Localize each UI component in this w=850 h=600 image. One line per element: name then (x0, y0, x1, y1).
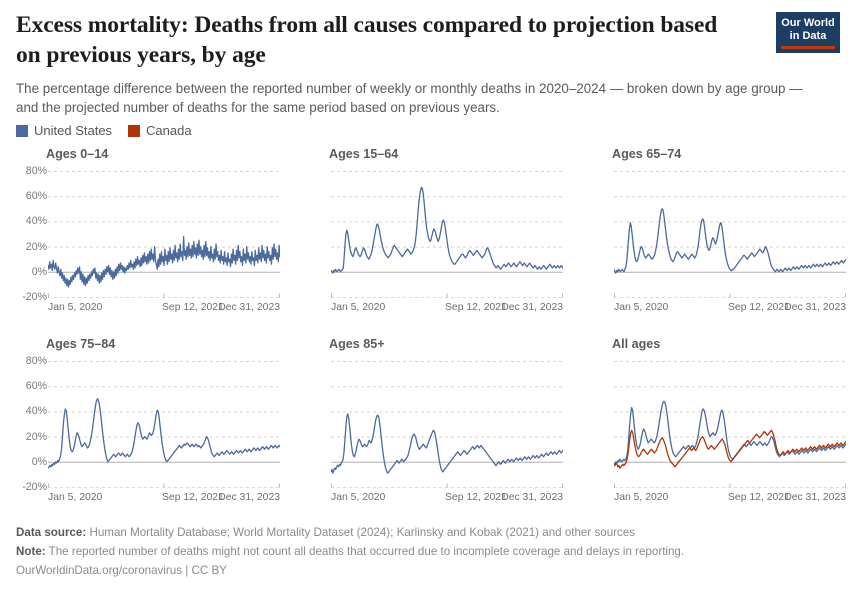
line-chart-svg (614, 171, 846, 298)
line-chart-svg (48, 361, 280, 488)
line-chart-svg (614, 361, 846, 488)
panel-row: Ages 75–84 -20% 0% 20% 40% 60% 80% Jan 5, 2020 S… (0, 337, 850, 527)
y-axis-tick-label: 20% (25, 240, 47, 253)
panel-title: Ages 0–14 (46, 147, 109, 161)
legend-label: United States (34, 123, 113, 138)
panel-title: Ages 75–84 (46, 337, 116, 351)
panel-title: All ages (612, 337, 661, 351)
x-axis-tick-label: Dec 31, 2023 (784, 492, 846, 503)
page-title: Excess mortality: Deaths from all causes… (16, 12, 718, 69)
x-axis-tick-label: Dec 31, 2023 (501, 302, 563, 313)
plot-area: -20% 0% 20% 40% 60% 80% Jan 5, 2020 Sep 12, 202… (0, 355, 283, 527)
x-axis-tick-label: Sep 12, 2021 (728, 302, 790, 313)
plot-area: Jan 5, 2020 Sep 12, 2021 Dec 31, 2023 (283, 171, 566, 337)
footer-attribution: OurWorldinData.org/coronavirus | CC BY (16, 562, 836, 581)
panel-all-ages: All ages Jan 5, 2020 Sep 12, 2021 Dec 31, 2… (566, 337, 849, 527)
plot-area: Jan 5, 2020 Sep 12, 2021 Dec 31, 2023 (566, 171, 849, 337)
x-axis-tick-label: Jan 5, 2020 (48, 492, 103, 503)
y-axis-tick-label: 60% (25, 380, 47, 393)
x-axis-tick-label: Dec 31, 2023 (501, 492, 563, 503)
panel-ages-85: Ages 85+ Jan 5, 2020 Sep 12, 2021 Dec 31, 2… (283, 337, 566, 527)
panel-ages-65-74: Ages 65–74 Jan 5, 2020 Sep 12, 2021 Dec 31,… (566, 147, 849, 337)
series-line-united-states (614, 400, 846, 465)
series-line-united-states (331, 186, 563, 274)
x-axis-tick-label: Sep 12, 2021 (445, 302, 507, 313)
y-axis-tick-label: 0% (31, 455, 47, 468)
legend-swatch-icon (16, 124, 28, 137)
x-axis-tick-label: Dec 31, 2023 (784, 302, 846, 313)
note-label: Note: (16, 544, 46, 558)
y-axis-tick-label: 0% (31, 265, 47, 278)
legend-label: Canada (146, 123, 192, 138)
x-axis-tick-label: Jan 5, 2020 (614, 492, 669, 503)
series-line-united-states (48, 235, 280, 288)
legend-canada[interactable]: Canada (128, 123, 192, 138)
panel-ages-75-84: Ages 75–84 -20% 0% 20% 40% 60% 80% Jan 5, 2020 S… (0, 337, 283, 527)
x-axis-tick-label: Dec 31, 2023 (218, 492, 280, 503)
chart-header: Excess mortality: Deaths from all causes… (16, 10, 834, 117)
series-line-canada (614, 429, 846, 469)
chart-legend: United States Canada (16, 123, 192, 138)
plot-area: Jan 5, 2020 Sep 12, 2021 Dec 31, 2023 (283, 361, 566, 527)
owid-logo[interactable]: Our World in Data (776, 12, 840, 54)
series-line-united-states (331, 413, 563, 474)
logo-line-2: in Data (789, 29, 827, 42)
y-axis-tick-label: 60% (25, 190, 47, 203)
panel-title: Ages 65–74 (612, 147, 682, 161)
y-axis-tick-label: 20% (25, 430, 47, 443)
logo-underline (781, 46, 835, 50)
plot-area: Jan 5, 2020 Sep 12, 2021 Dec 31, 2023 (566, 361, 849, 527)
x-axis-tick-label: Sep 12, 2021 (445, 492, 507, 503)
y-axis-tick-label: -20% (22, 291, 47, 303)
x-axis-tick-label: Jan 5, 2020 (614, 302, 669, 313)
data-source-text: Human Mortality Database; World Mortalit… (89, 526, 636, 539)
panel-ages-15-64: Ages 15–64 Jan 5, 2020 Sep 12, 2021 Dec 31,… (283, 147, 566, 337)
line-chart-svg (331, 171, 563, 298)
panel-row: Ages 0–14 -20% 0% 20% 40% 60% 80% Jan 5, 2020 Se… (0, 147, 850, 337)
footer-note: Note: The reported number of deaths migh… (16, 543, 836, 562)
x-axis-tick-label: Jan 5, 2020 (331, 492, 386, 503)
panel-grid: Ages 0–14 -20% 0% 20% 40% 60% 80% Jan 5, 2020 Se… (0, 147, 850, 527)
x-axis-tick-label: Dec 31, 2023 (218, 302, 280, 313)
series-line-united-states (614, 208, 846, 274)
x-axis-tick-label: Sep 12, 2021 (162, 492, 224, 503)
x-axis-tick-label: Sep 12, 2021 (162, 302, 224, 313)
y-axis-tick-label: -20% (22, 481, 47, 493)
x-axis-tick-label: Jan 5, 2020 (48, 302, 103, 313)
y-axis-tick-label: 40% (25, 405, 47, 418)
logo-line-1: Our World (781, 17, 835, 29)
note-text: The reported number of deaths might not … (48, 544, 685, 558)
panel-title: Ages 85+ (329, 337, 385, 351)
plot-area: -20% 0% 20% 40% 60% 80% Jan 5, 2020 Sep 12, 202… (0, 165, 283, 337)
line-chart-svg (331, 361, 563, 488)
chart-footer: Data source: Human Mortality Database; W… (16, 524, 836, 580)
panel-ages-0-14: Ages 0–14 -20% 0% 20% 40% 60% 80% Jan 5, 2020 Se… (0, 147, 283, 337)
panel-title: Ages 15–64 (329, 147, 399, 161)
y-axis-tick-label: 80% (25, 355, 47, 367)
legend-swatch-icon (128, 124, 141, 137)
footer-data-source: Data source: Human Mortality Database; W… (16, 524, 836, 543)
x-axis-tick-label: Sep 12, 2021 (728, 492, 790, 503)
attribution-link[interactable]: OurWorldinData.org/coronavirus | CC BY (16, 563, 227, 577)
page-subtitle: The percentage difference between the re… (16, 81, 803, 116)
line-chart-svg (48, 171, 280, 298)
legend-united-states[interactable]: United States (16, 123, 112, 138)
data-source-label: Data source: (16, 526, 87, 539)
x-axis-tick-label: Jan 5, 2020 (331, 302, 386, 313)
series-line-united-states (48, 398, 280, 469)
y-axis-tick-label: 40% (25, 215, 47, 228)
y-axis-tick-label: 80% (25, 165, 47, 177)
